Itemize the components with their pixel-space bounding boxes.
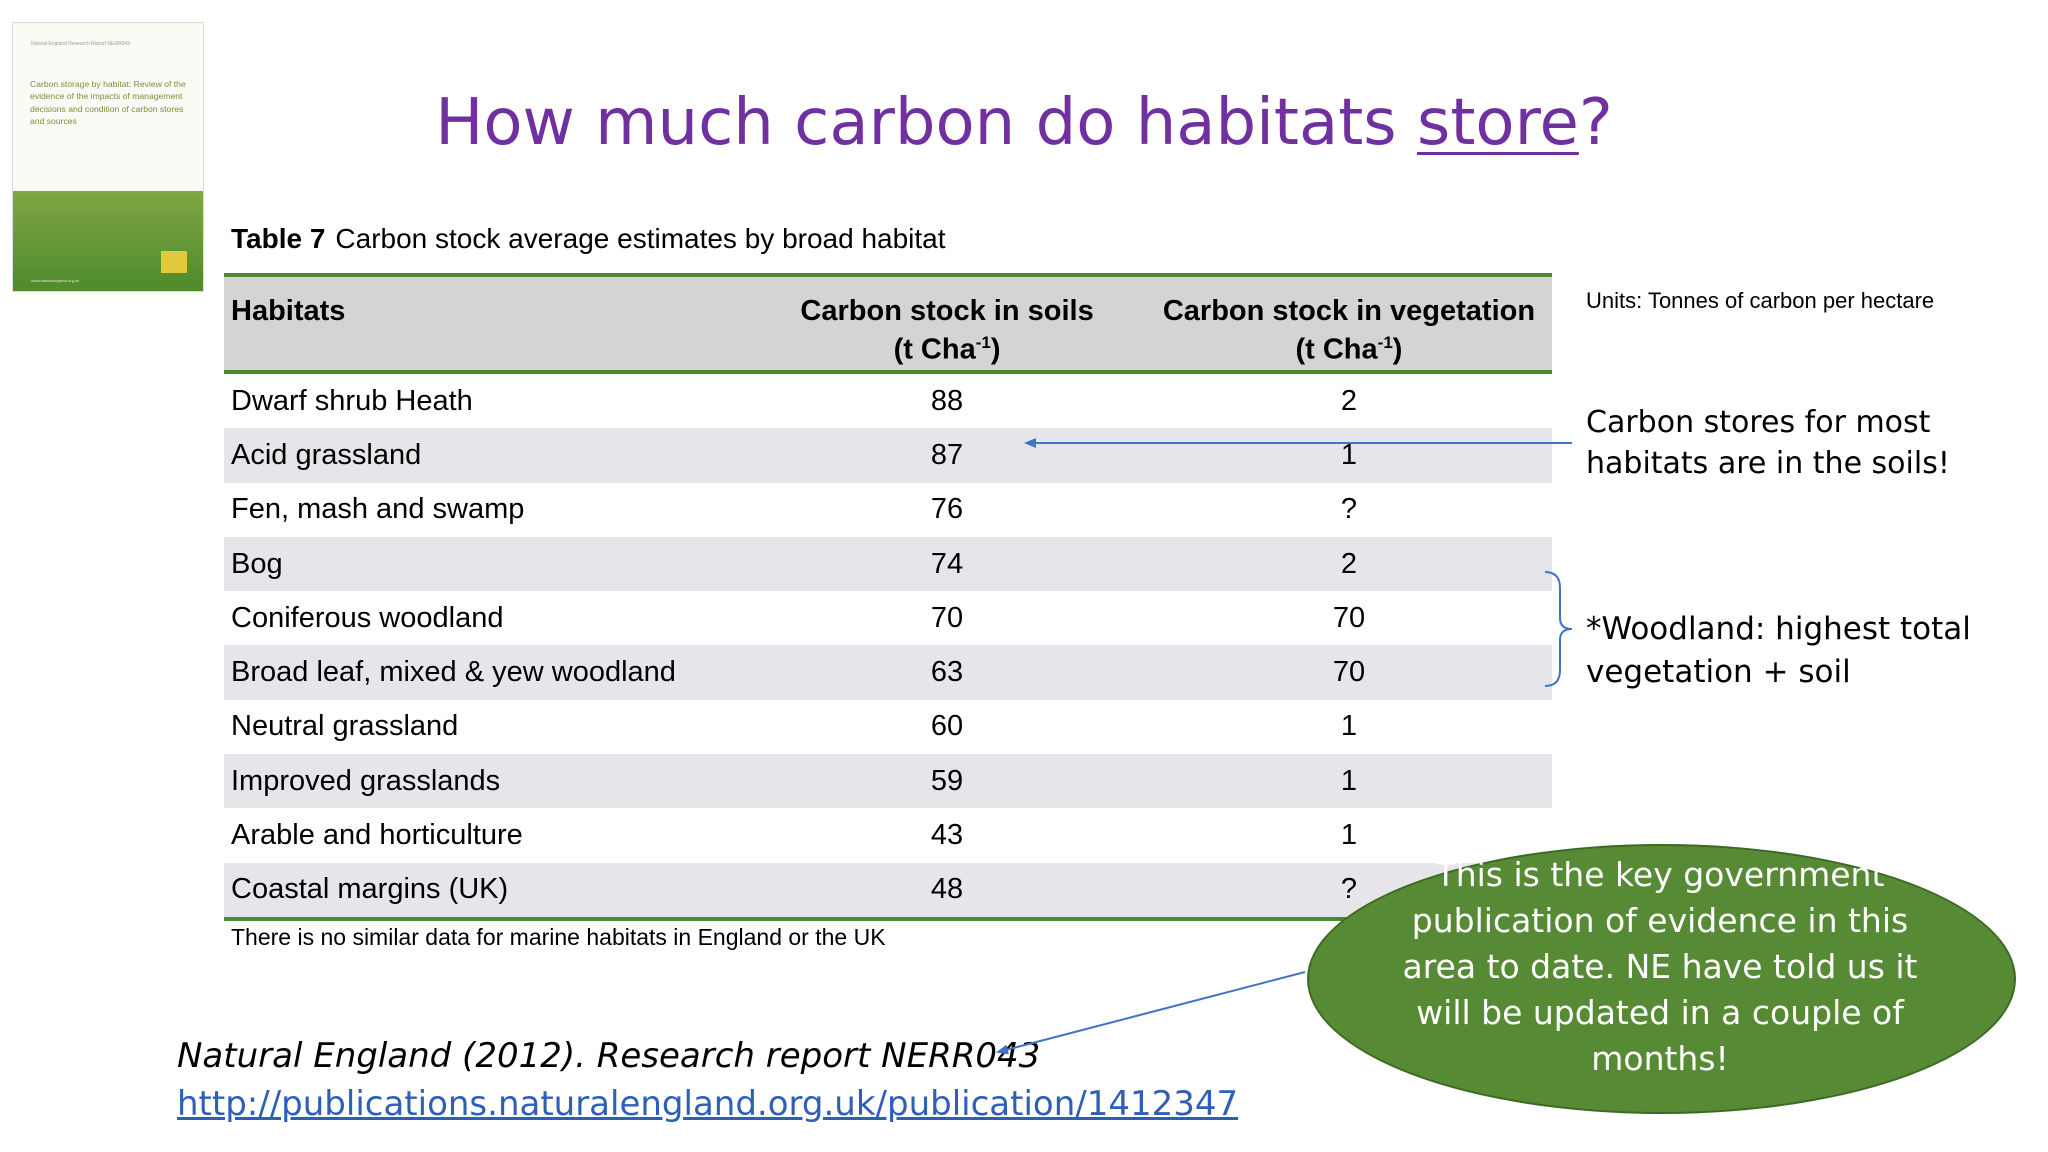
table-row: Coastal margins (UK) 48? <box>224 862 1552 919</box>
table-row: Arable and horticulture 43 1 <box>224 808 1552 862</box>
cell-habitat: Broad leaf, mixed & yew woodland <box>231 656 676 689</box>
cell-soils: 87 <box>930 438 964 471</box>
cell-vegetation: ? <box>1340 493 1358 526</box>
slide-title: How much carbon do habitats store? <box>0 86 2048 160</box>
table-row: Bog 74 2 <box>224 536 1552 592</box>
cell-soils: 59 <box>930 764 964 797</box>
table-caption-text: Carbon stock average estimates by broad … <box>335 223 946 254</box>
cell-habitat: Acid grassland <box>231 438 422 471</box>
table-row: Neutral grassland 60 1 <box>224 700 1552 754</box>
cell-vegetation: 2 <box>1340 384 1358 417</box>
cell-habitat: Dwarf shrub Heath <box>231 384 473 417</box>
cell-vegetation: 1 <box>1340 819 1358 852</box>
callout-text: This is the key government publication o… <box>1402 855 1918 1078</box>
cover-top-panel <box>13 23 203 191</box>
cell-habitat: Fen, mash and swamp <box>231 493 525 526</box>
cell-soils: 63 <box>930 656 964 689</box>
table-row: Improved grasslands 59 1 <box>224 754 1552 809</box>
slide-title-underlined-word: store <box>1416 86 1579 160</box>
cell-habitat: Neutral grassland <box>231 710 459 743</box>
cell-habitat: Bog <box>231 547 283 580</box>
header-vegetation-unit-sup: -1 <box>1377 333 1393 352</box>
table-row: Acid grassland 87 1 <box>224 428 1552 483</box>
table-header-row: Habitats Carbon stock in soils (t Cha-1) … <box>224 275 1552 372</box>
table-row: Dwarf shrub Heath 88 2 <box>224 372 1552 428</box>
units-note: Units: Tonnes of carbon per hectare <box>1586 288 1935 313</box>
cell-vegetation: ? <box>1340 873 1358 906</box>
header-soils-unit-sup: -1 <box>975 333 991 352</box>
cell-soils: 43 <box>930 819 964 852</box>
header-vegetation-unit-pre: (t Cha <box>1295 333 1378 366</box>
soil-note: Carbon stores for most habitats are in t… <box>1586 405 1950 481</box>
woodland-note: *Woodland: highest total vegetation + so… <box>1586 611 1971 690</box>
cover-logo <box>161 251 187 273</box>
cell-habitat: Improved grasslands <box>231 764 501 797</box>
callout-ellipse <box>1307 844 2016 1114</box>
table-row: Broad leaf, mixed & yew woodland 63 70 <box>224 645 1552 700</box>
cell-soils: 48 <box>930 873 964 906</box>
slide-title-end: ? <box>1578 86 1613 160</box>
cell-vegetation: 2 <box>1340 547 1358 580</box>
cell-vegetation: 70 <box>1332 656 1366 689</box>
cell-soils: 74 <box>930 547 964 580</box>
citation-link[interactable]: http://publications.naturalengland.org.u… <box>177 1084 1239 1124</box>
cell-soils: 76 <box>930 493 964 526</box>
header-habitats: Habitats <box>231 295 346 327</box>
cover-header-text: Natural England Research Report NERR043 <box>31 41 130 47</box>
cover-footer-text: www.naturalengland.org.uk <box>31 278 80 283</box>
cell-soils: 88 <box>930 384 964 417</box>
cell-soils: 70 <box>930 601 964 634</box>
header-vegetation: Carbon stock in vegetation (t Cha-1) <box>1146 275 1552 372</box>
callout-arrow <box>996 971 1306 1055</box>
cover-title: Carbon storage by habitat: Review of the… <box>30 79 186 127</box>
table-row: Coniferous woodland 70 70 <box>224 591 1552 645</box>
table-caption: Table 7 Carbon stock average estimates by… <box>231 223 946 255</box>
header-soils: Carbon stock in soils (t Cha-1) <box>748 275 1146 372</box>
cell-habitat: Arable and horticulture <box>231 819 523 852</box>
cell-vegetation: 1 <box>1340 710 1358 743</box>
header-vegetation-label: Carbon stock in vegetation <box>1162 295 1536 327</box>
cell-habitat: Coastal margins (UK) <box>231 873 509 906</box>
table-caption-label: Table 7 <box>231 223 326 254</box>
header-soils-label: Carbon stock in soils <box>800 295 1094 327</box>
header-soils-unit-post: ) <box>990 333 1001 366</box>
report-cover-thumbnail: Natural England Research Report NERR043 … <box>12 22 204 292</box>
cell-vegetation: 1 <box>1340 764 1358 797</box>
table-row: Fen, mash and swamp 76? <box>224 483 1552 537</box>
header-vegetation-unit-post: ) <box>1392 333 1403 366</box>
citation-text: Natural England (2012). Research report … <box>177 1036 1041 1076</box>
cell-soils: 60 <box>930 710 964 743</box>
cell-vegetation: 70 <box>1332 601 1366 634</box>
carbon-stock-table: Habitats Carbon stock in soils (t Cha-1) … <box>224 273 1552 921</box>
cover-green-band <box>13 191 203 291</box>
header-soils-unit-pre: (t Cha <box>893 333 976 366</box>
cell-habitat: Coniferous woodland <box>231 601 504 634</box>
slide-title-main: How much carbon do habitats <box>435 86 1417 160</box>
cell-vegetation: 1 <box>1340 438 1358 471</box>
table-footnote: There is no similar data for marine habi… <box>231 924 886 950</box>
